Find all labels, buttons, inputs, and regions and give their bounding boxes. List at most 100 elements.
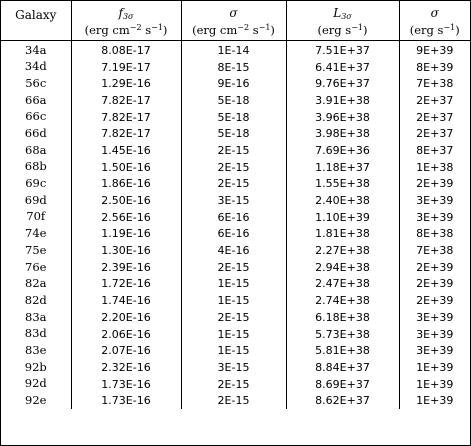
sigma-lum-cell: 3E+39: [398, 192, 470, 209]
l3sigma-cell: 3.91E+38: [285, 92, 399, 109]
sigma-lum-cell: 7E+38: [398, 75, 470, 93]
sigma-flux-cell: 1E-15: [180, 292, 286, 309]
sigma-lum-cell: 3E+39: [398, 309, 470, 326]
l3sigma-cell: 2.74E+38: [285, 292, 399, 309]
unit-l3sigma: (erg s−1): [285, 21, 399, 41]
l3sigma-cell: 8.84E+37: [285, 359, 399, 376]
galaxy-cell: 68b: [24, 159, 47, 174]
header-galaxy: Galaxy: [15, 8, 57, 22]
sigma-lum-cell: 2E+39: [398, 175, 470, 193]
f3sigma-cell: 7.82E-17: [70, 125, 181, 143]
sigma-lum-cell: 8E+39: [398, 58, 470, 76]
l3sigma-cell: 3.98E+38: [285, 125, 399, 143]
sigma-flux-cell: 2E-15: [180, 142, 286, 159]
galaxy-cell: 82a: [25, 276, 47, 291]
table-row: 75e 1.30E-16 4E-16 2.27E+38 7E+38: [1, 242, 470, 259]
galaxy-cell: 83a: [25, 309, 47, 324]
galaxy-cell: 75e: [25, 242, 47, 257]
table-body: 34a 8.08E-17 1E-14 7.51E+37 9E+39 34d 7.19E-17…: [1, 40, 470, 410]
l3sigma-cell: 2.94E+38: [285, 258, 399, 276]
l3sigma-cell: 8.69E+37: [285, 375, 399, 393]
table-row: 83e 2.07E-16 1E-15 5.81E+38 3E+39: [1, 342, 470, 360]
f3sigma-cell: 1.19E-16: [70, 225, 181, 243]
table-row: 66a 7.82E-17 5E-18 3.91E+38 2E+37: [1, 92, 470, 109]
sigma-lum-cell: 2E+37: [398, 125, 470, 143]
table-row: 82a 1.72E-16 1E-15 2.47E+38 2E+39: [1, 275, 470, 293]
galaxy-cell: 69d: [24, 192, 47, 207]
table-row: 34d 7.19E-17 8E-15 6.41E+37 8E+39: [1, 58, 470, 76]
f3sigma-cell: 1.74E-16: [70, 292, 181, 309]
sigma-lum-cell: 1E+39: [398, 392, 470, 410]
table-row: 68b 1.50E-16 2E-15 1.18E+37 1E+38: [1, 158, 470, 176]
galaxy-cell: 92d: [24, 376, 47, 391]
sigma-lum-cell: 7E+38: [398, 242, 470, 259]
sigma-flux-cell: 2E-15: [180, 158, 286, 176]
sigma-flux-cell: 4E-16: [180, 242, 286, 259]
sigma-lum-cell: 1E+39: [398, 359, 470, 376]
galaxy-cell: 92b: [24, 359, 47, 374]
l3sigma-cell: 3.96E+38: [285, 108, 399, 126]
l3sigma-cell: 6.18E+38: [285, 309, 399, 326]
sigma-flux-cell: 8E-15: [180, 58, 286, 76]
sigma-lum-cell: 8E+38: [398, 225, 470, 243]
galaxy-flux-table: Galaxy f3σ σ L3σ σ (erg cm−2 s−1) (erg c…: [1, 1, 470, 410]
table-row: 34a 8.08E-17 1E-14 7.51E+37 9E+39: [1, 40, 470, 59]
table-row: 76e 2.39E-16 2E-15 2.94E+38 2E+39: [1, 258, 470, 276]
galaxy-cell: 70f: [26, 209, 46, 224]
l3sigma-cell: 5.73E+38: [285, 325, 399, 343]
f3sigma-cell: 1.72E-16: [70, 275, 181, 293]
l3sigma-cell: 2.47E+38: [285, 275, 399, 293]
f3sigma-cell: 2.56E-16: [70, 208, 181, 226]
galaxy-cell: 83e: [25, 342, 47, 357]
table-row: 82d 1.74E-16 1E-15 2.74E+38 2E+39: [1, 292, 470, 309]
header-row-units: (erg cm−2 s−1) (erg cm−2 s−1) (erg s−1) …: [1, 21, 470, 41]
f3sigma-cell: 2.32E-16: [70, 359, 181, 376]
table-row: 83a 2.20E-16 2E-15 6.18E+38 3E+39: [1, 309, 470, 326]
sigma-flux-cell: 1E-15: [180, 275, 286, 293]
unit-galaxy: [1, 21, 71, 41]
table-row: 69c 1.86E-16 2E-15 1.55E+38 2E+39: [1, 175, 470, 193]
sigma-flux-cell: 3E-15: [180, 192, 286, 209]
galaxy-cell: 66d: [24, 126, 47, 141]
header-row-names: Galaxy f3σ σ L3σ σ: [1, 1, 470, 21]
header-l3sigma: L3σ: [285, 1, 399, 21]
sigma-flux-cell: 9E-16: [180, 75, 286, 93]
l3sigma-cell: 1.55E+38: [285, 175, 399, 193]
sigma-flux-cell: 2E-15: [180, 175, 286, 193]
f3sigma-cell: 8.08E-17: [70, 40, 181, 59]
unit-sigma-flux: (erg cm−2 s−1): [180, 21, 286, 41]
f3sigma-cell: 1.86E-16: [70, 175, 181, 193]
sigma-lum-cell: 2E+37: [398, 92, 470, 109]
l3sigma-cell: 1.18E+37: [285, 158, 399, 176]
galaxy-cell: 92e: [25, 393, 47, 408]
sigma-flux-cell: 2E-15: [180, 309, 286, 326]
header-sigma-lum: σ: [398, 1, 470, 21]
f3sigma-cell: 2.39E-16: [70, 258, 181, 276]
f3sigma-cell: 1.50E-16: [70, 158, 181, 176]
l3sigma-cell: 7.51E+37: [285, 40, 399, 59]
table-row: 92d 1.73E-16 2E-15 8.69E+37 1E+39: [1, 375, 470, 393]
header-f3sigma: f3σ: [70, 1, 181, 21]
table-header: Galaxy f3σ σ L3σ σ (erg cm−2 s−1) (erg c…: [1, 1, 470, 41]
sigma-lum-cell: 3E+39: [398, 342, 470, 360]
unit-f3sigma: (erg cm−2 s−1): [70, 21, 181, 41]
f3sigma-cell: 2.06E-16: [70, 325, 181, 343]
sigma-flux-cell: 1E-15: [180, 325, 286, 343]
sigma-lum-cell: 8E+37: [398, 142, 470, 159]
table-row: 74e 1.19E-16 6E-16 1.81E+38 8E+38: [1, 225, 470, 243]
sigma-flux-cell: 3E-15: [180, 359, 286, 376]
f3sigma-cell: 2.50E-16: [70, 192, 181, 209]
sigma-lum-cell: 2E+37: [398, 108, 470, 126]
galaxy-cell: 66c: [25, 109, 47, 124]
table-row: 92e 1.73E-16 2E-15 8.62E+37 1E+39: [1, 392, 470, 410]
table-row: 92b 2.32E-16 3E-15 8.84E+37 1E+39: [1, 359, 470, 376]
table-row: 70f 2.56E-16 6E-16 1.10E+39 3E+39: [1, 208, 470, 226]
l3sigma-cell: 1.81E+38: [285, 225, 399, 243]
sigma-flux-cell: 1E-14: [180, 40, 286, 59]
galaxy-cell: 34d: [24, 59, 47, 74]
sigma-lum-cell: 2E+39: [398, 258, 470, 276]
f3sigma-cell: 1.30E-16: [70, 242, 181, 259]
galaxy-cell: 76e: [25, 259, 47, 274]
sigma-lum-cell: 9E+39: [398, 40, 470, 59]
sigma-flux-cell: 6E-16: [180, 208, 286, 226]
